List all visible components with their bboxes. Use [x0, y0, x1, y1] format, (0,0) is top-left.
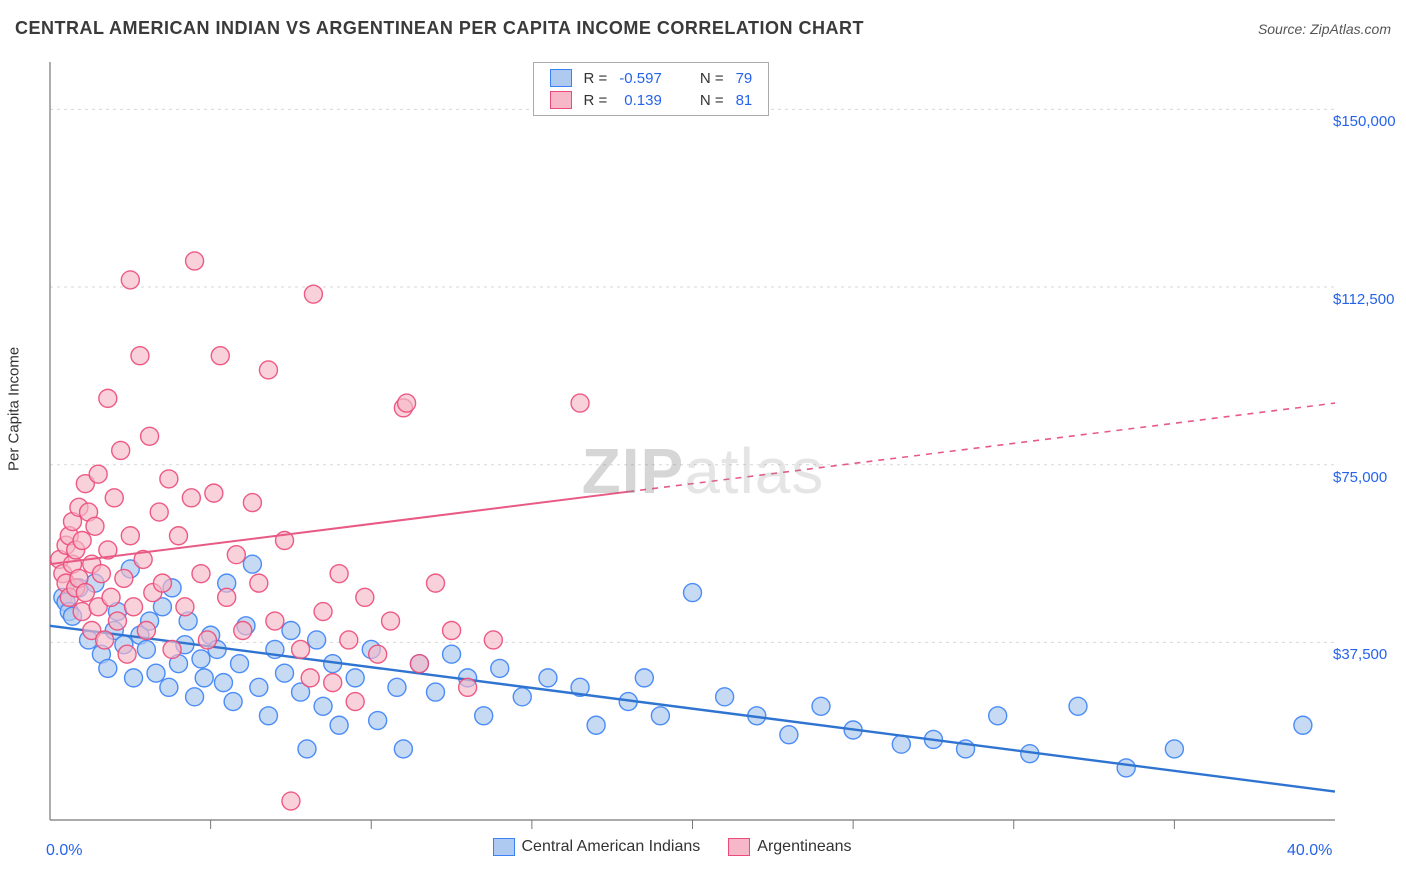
chart-area: Per Capita Income ZIPatlas $37,500$75,00…	[0, 50, 1406, 892]
y-axis-label: Per Capita Income	[6, 347, 23, 471]
correlation-stat-box: R =-0.597N =79R =0.139N =81	[533, 62, 770, 116]
y-grid-label: $150,000	[1333, 113, 1396, 130]
y-grid-label: $75,000	[1333, 469, 1387, 486]
scatter-plot-svg	[0, 50, 1406, 892]
legend-item: Argentineans	[728, 838, 851, 856]
stat-row: R =-0.597N =79	[544, 67, 759, 89]
legend-item: Central American Indians	[493, 838, 701, 856]
source-label: Source: ZipAtlas.com	[1258, 21, 1391, 37]
y-grid-label: $112,500	[1333, 291, 1394, 308]
legend: Central American Indians Argentineans	[493, 838, 852, 856]
chart-title: CENTRAL AMERICAN INDIAN VS ARGENTINEAN P…	[15, 18, 864, 39]
y-grid-label: $37,500	[1333, 646, 1387, 663]
stat-row: R =0.139N =81	[544, 89, 759, 111]
x-axis-end-label: 40.0%	[1287, 842, 1332, 860]
x-axis-start-label: 0.0%	[46, 842, 82, 860]
